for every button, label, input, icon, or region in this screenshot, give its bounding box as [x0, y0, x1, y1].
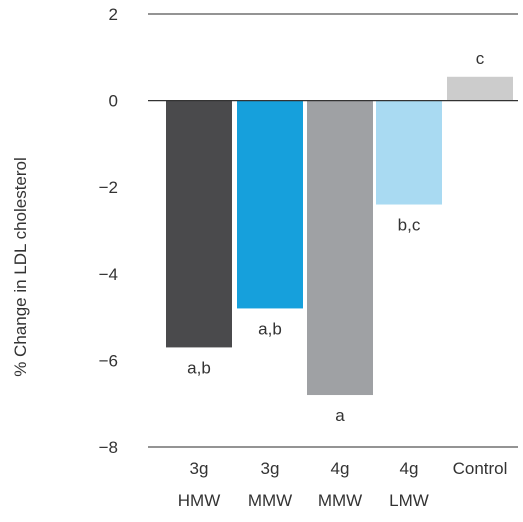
bar	[376, 100, 442, 205]
bar	[447, 76, 513, 101]
significance-label: c	[476, 49, 485, 68]
axis-layer: 2 0 −2 −4 −6 −8 3g HMW 3g MMW 4g MMW 4g LMW Control	[99, 5, 518, 510]
significance-label: a,b	[187, 358, 211, 377]
bar	[166, 100, 232, 348]
x-category-label: 4g	[400, 459, 419, 478]
x-category-label: 3g	[190, 459, 209, 478]
y-tick-label: 0	[109, 92, 118, 111]
bar	[307, 100, 373, 396]
bars-layer: a,b a,b a b,c c	[166, 49, 513, 425]
x-category-sublabel: LMW	[389, 491, 429, 510]
bar	[237, 100, 303, 309]
x-category-label: 3g	[261, 459, 280, 478]
significance-label: a	[335, 406, 345, 425]
y-tick-label: −8	[99, 438, 118, 457]
y-tick-label: −6	[99, 351, 118, 370]
y-axis-title: % Change in LDL cholesterol	[11, 157, 30, 377]
x-category-label: 4g	[331, 459, 350, 478]
x-category-sublabel: HMW	[178, 491, 220, 510]
x-category-sublabel: MMW	[248, 491, 292, 510]
x-category-label: Control	[453, 459, 508, 478]
significance-label: a,b	[258, 319, 282, 338]
y-tick-label: −2	[99, 178, 118, 197]
y-tick-label: −4	[99, 265, 118, 284]
y-tick-label: 2	[109, 5, 118, 24]
significance-label: b,c	[398, 216, 421, 235]
x-category-sublabel: MMW	[318, 491, 362, 510]
